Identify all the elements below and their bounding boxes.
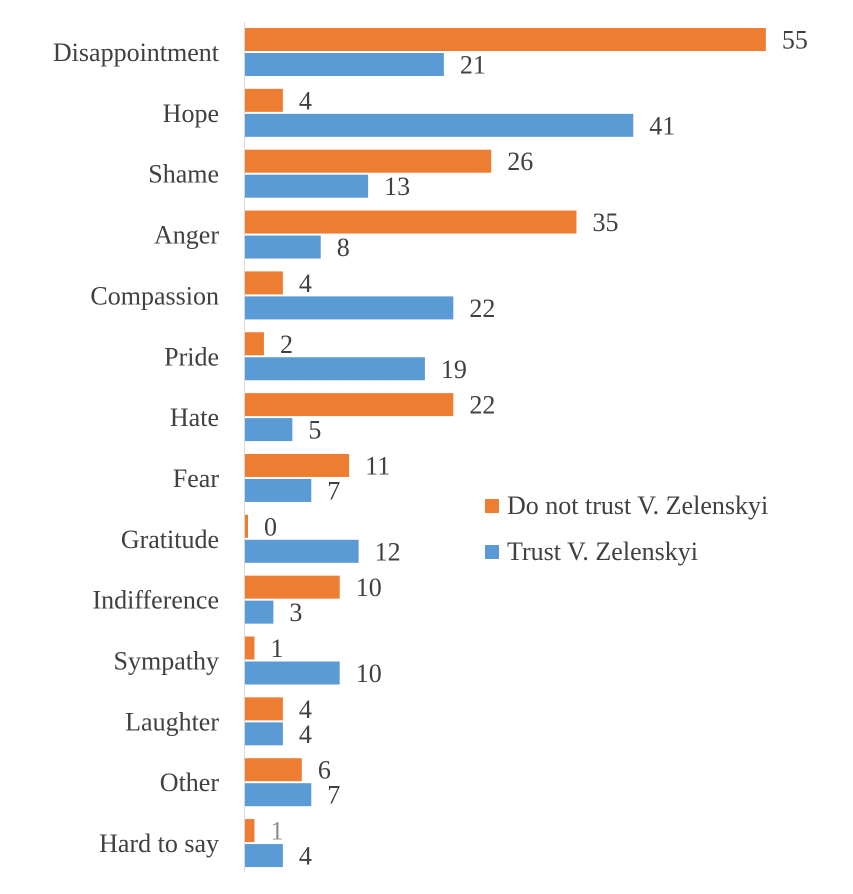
category-label-laughter: Laughter: [125, 707, 219, 736]
data-label-trust-v-zelenskyi-compassion: 22: [469, 294, 495, 323]
bar-do-not-trust-v-zelenskyi-hard-to-say: [245, 819, 255, 843]
data-label-do-not-trust-v-zelenskyi-hard-to-say: 1: [270, 817, 283, 846]
category-label-pride: Pride: [164, 342, 219, 371]
bar-do-not-trust-v-zelenskyi-compassion: [245, 271, 283, 295]
bar-trust-v-zelenskyi-pride: [245, 357, 425, 381]
data-label-do-not-trust-v-zelenskyi-hope: 4: [299, 86, 312, 115]
data-label-trust-v-zelenskyi-hard-to-say: 4: [299, 842, 312, 871]
bar-do-not-trust-v-zelenskyi-shame: [245, 149, 492, 173]
data-label-do-not-trust-v-zelenskyi-compassion: 4: [299, 269, 312, 298]
legend-item-trust-v-zelenskyi: Trust V. Zelenskyi: [485, 537, 698, 566]
data-label-do-not-trust-v-zelenskyi-sympathy: 1: [270, 634, 283, 663]
data-label-trust-v-zelenskyi-shame: 13: [384, 172, 410, 201]
bar-do-not-trust-v-zelenskyi-other: [245, 758, 302, 782]
data-label-do-not-trust-v-zelenskyi-laughter: 4: [299, 695, 312, 724]
bar-do-not-trust-v-zelenskyi-laughter: [245, 697, 283, 721]
bar-do-not-trust-v-zelenskyi-indifference: [245, 575, 340, 599]
bars: [245, 28, 766, 868]
legend: Do not trust V. Zelenskyi Trust V. Zelens…: [485, 491, 768, 566]
bar-do-not-trust-v-zelenskyi-fear: [245, 453, 350, 477]
category-label-disappointment: Disappointment: [53, 38, 220, 67]
category-label-gratitude: Gratitude: [121, 525, 219, 554]
data-label-trust-v-zelenskyi-laughter: 4: [299, 720, 312, 749]
category-label-compassion: Compassion: [90, 281, 219, 310]
data-label-trust-v-zelenskyi-disappointment: 21: [460, 51, 486, 80]
data-label-do-not-trust-v-zelenskyi-shame: 26: [507, 147, 533, 176]
category-label-other: Other: [160, 768, 220, 797]
category-label-hate: Hate: [170, 403, 219, 432]
data-label-trust-v-zelenskyi-hate: 5: [308, 416, 321, 445]
data-label-do-not-trust-v-zelenskyi-other: 6: [318, 756, 331, 785]
data-label-trust-v-zelenskyi-hope: 41: [649, 111, 675, 140]
bar-trust-v-zelenskyi-gratitude: [245, 539, 359, 563]
data-label-do-not-trust-v-zelenskyi-indifference: 10: [356, 573, 382, 602]
data-label-trust-v-zelenskyi-indifference: 3: [289, 598, 302, 627]
bar-trust-v-zelenskyi-indifference: [245, 600, 274, 624]
bar-trust-v-zelenskyi-hard-to-say: [245, 844, 283, 868]
data-labels: 5521441261335842221922511701210311044671…: [264, 26, 808, 871]
bar-do-not-trust-v-zelenskyi-hate: [245, 393, 454, 417]
data-label-do-not-trust-v-zelenskyi-disappointment: 55: [782, 26, 808, 55]
bar-trust-v-zelenskyi-compassion: [245, 296, 454, 320]
bar-trust-v-zelenskyi-other: [245, 783, 312, 807]
bar-trust-v-zelenskyi-anger: [245, 235, 321, 259]
legend-swatch-trust-v-zelenskyi: [485, 545, 499, 559]
bar-do-not-trust-v-zelenskyi-anger: [245, 210, 577, 234]
data-label-do-not-trust-v-zelenskyi-fear: 11: [365, 451, 390, 480]
bar-trust-v-zelenskyi-sympathy: [245, 661, 340, 685]
bar-do-not-trust-v-zelenskyi-pride: [245, 332, 264, 356]
data-label-trust-v-zelenskyi-other: 7: [327, 781, 340, 810]
bar-do-not-trust-v-zelenskyi-gratitude: [245, 514, 248, 538]
legend-swatch-do-not-trust-v-zelenskyi: [485, 499, 499, 513]
data-label-do-not-trust-v-zelenskyi-anger: 35: [592, 208, 618, 237]
category-label-sympathy: Sympathy: [114, 647, 219, 676]
category-label-hope: Hope: [163, 99, 219, 128]
bar-do-not-trust-v-zelenskyi-hope: [245, 88, 283, 112]
legend-label-do-not-trust-v-zelenskyi: Do not trust V. Zelenskyi: [507, 491, 768, 520]
bar-trust-v-zelenskyi-fear: [245, 478, 312, 502]
legend-label-trust-v-zelenskyi: Trust V. Zelenskyi: [507, 537, 698, 566]
category-label-hard-to-say: Hard to say: [99, 829, 219, 858]
category-labels: Disappointment Hope Shame Anger Compassion Pr…: [53, 38, 220, 858]
bar-trust-v-zelenskyi-shame: [245, 174, 369, 198]
data-label-trust-v-zelenskyi-anger: 8: [337, 233, 350, 262]
category-label-shame: Shame: [148, 160, 219, 189]
bar-trust-v-zelenskyi-hope: [245, 113, 634, 137]
bar-trust-v-zelenskyi-disappointment: [245, 53, 444, 76]
data-label-do-not-trust-v-zelenskyi-pride: 2: [280, 330, 293, 359]
bar-do-not-trust-v-zelenskyi-disappointment: [245, 28, 766, 51]
data-label-do-not-trust-v-zelenskyi-hate: 22: [469, 391, 495, 420]
data-label-trust-v-zelenskyi-fear: 7: [327, 476, 340, 505]
bar-trust-v-zelenskyi-laughter: [245, 722, 283, 746]
data-label-trust-v-zelenskyi-gratitude: 12: [375, 537, 401, 566]
category-label-anger: Anger: [154, 221, 219, 250]
data-label-do-not-trust-v-zelenskyi-gratitude: 0: [264, 512, 277, 541]
category-label-fear: Fear: [173, 464, 220, 493]
data-label-trust-v-zelenskyi-sympathy: 10: [356, 659, 382, 688]
category-label-indifference: Indifference: [92, 586, 219, 615]
bar-do-not-trust-v-zelenskyi-sympathy: [245, 636, 255, 660]
legend-item-do-not-trust-v-zelenskyi: Do not trust V. Zelenskyi: [485, 491, 768, 520]
data-label-trust-v-zelenskyi-pride: 19: [441, 355, 467, 384]
bar-trust-v-zelenskyi-hate: [245, 418, 293, 442]
